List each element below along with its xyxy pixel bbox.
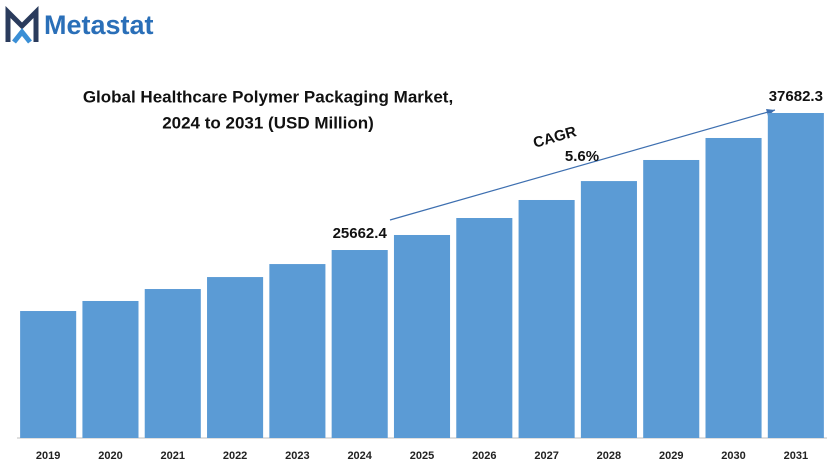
bar <box>456 218 513 438</box>
logo: Metastat <box>5 5 154 44</box>
x-tick-label: 2030 <box>721 450 745 462</box>
x-tick-label: 2028 <box>597 450 621 462</box>
x-tick-label: 2029 <box>659 450 683 462</box>
cagr-value: 5.6% <box>565 148 599 165</box>
bar <box>393 234 451 438</box>
x-tick-label: 2027 <box>534 450 558 462</box>
chart-title: Global Healthcare Polymer Packaging Mark… <box>83 87 453 106</box>
bar <box>144 289 201 438</box>
x-tick-label: 2031 <box>784 450 808 462</box>
bar <box>580 181 637 438</box>
x-tick-label: 2024 <box>347 450 372 462</box>
x-tick-label: 2019 <box>36 450 60 462</box>
bar <box>82 300 139 438</box>
x-tick-label: 2023 <box>285 450 309 462</box>
value-label: 25662.4 <box>333 225 388 242</box>
bar <box>20 311 77 438</box>
bar <box>643 159 700 438</box>
logo-icon <box>12 27 32 44</box>
x-tick-label: 2020 <box>98 450 122 462</box>
logo-icon <box>5 5 39 42</box>
chart-title: 2024 to 2031 (USD Million) <box>162 113 374 132</box>
value-label: 37682.3 <box>769 88 823 105</box>
cagr-arrow <box>389 109 776 221</box>
x-tick-label: 2026 <box>472 450 496 462</box>
bar <box>705 137 762 438</box>
brand: Metastat <box>44 10 154 40</box>
bar <box>269 264 326 438</box>
x-tick-label: 2025 <box>410 450 434 462</box>
x-tick-label: 2021 <box>161 450 185 462</box>
bar <box>767 112 824 439</box>
x-tick-label: 2022 <box>223 450 247 462</box>
bar <box>331 250 388 438</box>
bar <box>518 199 575 438</box>
bar <box>207 277 264 438</box>
